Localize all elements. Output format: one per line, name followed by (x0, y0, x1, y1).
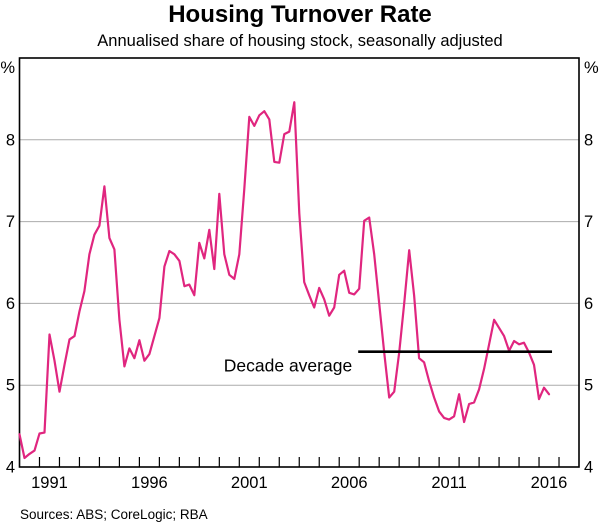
source-note: Sources: ABS; CoreLogic; RBA (20, 507, 208, 522)
y-axis-label-left: 5 (6, 377, 15, 395)
x-axis-label: 2001 (231, 474, 268, 492)
plot-border (18, 57, 580, 468)
y-axis-label-right: 7 (584, 213, 593, 231)
x-axis-label: 2006 (331, 474, 368, 492)
x-axis-label: 2016 (531, 474, 568, 492)
x-axis-label: 1996 (131, 474, 168, 492)
y-axis-label-right: 5 (584, 377, 593, 395)
x-axis-label: 2011 (431, 474, 466, 492)
chart-subtitle: Annualised share of housing stock, seaso… (97, 32, 503, 50)
turnover-rate-line (18, 101, 551, 460)
y-axis-label-right: 4 (584, 459, 593, 477)
y-axis-label-left: 4 (6, 459, 15, 477)
y-axis-unit-right: % (584, 59, 599, 77)
x-axis-label: 1991 (31, 474, 68, 492)
decade-average-label: Decade average (224, 356, 352, 376)
y-axis-unit-left: % (0, 59, 15, 77)
y-axis-label-left: 7 (6, 213, 15, 231)
chart-title: Housing Turnover Rate (168, 1, 432, 28)
y-axis-label-left: 6 (6, 295, 15, 313)
y-axis-label-left: 8 (6, 131, 15, 149)
y-axis-label-right: 8 (584, 131, 593, 149)
y-axis-label-right: 6 (584, 295, 593, 313)
